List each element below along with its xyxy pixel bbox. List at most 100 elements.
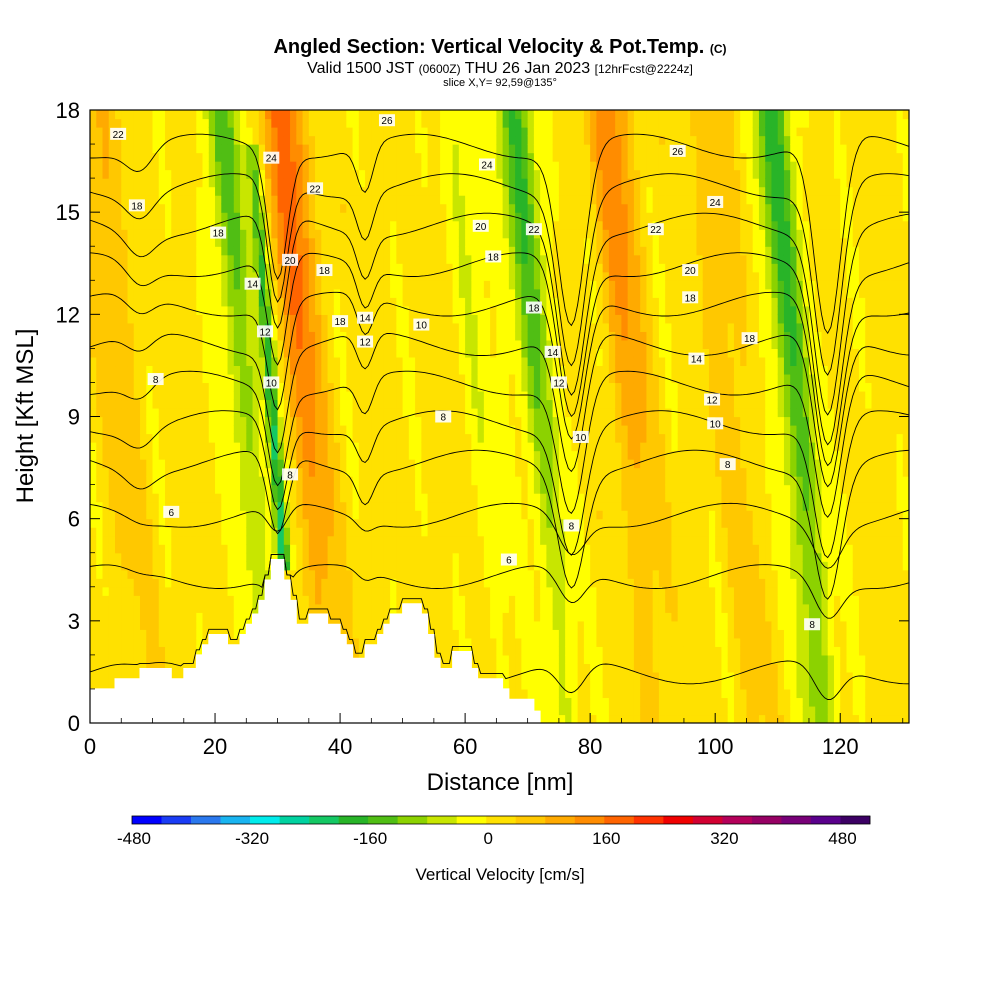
field-cell — [465, 442, 472, 452]
field-cell — [240, 203, 247, 213]
field-cell — [127, 118, 135, 128]
field-cell — [233, 237, 241, 247]
field-cell — [252, 450, 260, 460]
field-cell — [283, 425, 291, 435]
field-cell — [102, 382, 110, 392]
field-cell — [215, 161, 222, 171]
field-cell — [496, 484, 504, 494]
field-cell — [140, 399, 147, 409]
field-cell — [358, 612, 366, 622]
field-cell — [290, 407, 297, 418]
field-cell — [496, 339, 504, 349]
field-cell — [208, 612, 216, 622]
field-cell — [346, 280, 354, 290]
field-cell — [102, 305, 110, 315]
field-cell — [427, 569, 435, 579]
field-cell — [158, 646, 166, 656]
field-cell — [440, 263, 447, 273]
field-cell — [271, 484, 279, 494]
field-cell — [290, 246, 297, 256]
field-cell — [227, 569, 235, 579]
field-cell — [108, 535, 116, 545]
field-cell — [383, 407, 391, 418]
field-cell — [308, 527, 316, 537]
field-cell — [115, 629, 122, 639]
field-cell — [302, 407, 310, 418]
field-cell — [296, 314, 304, 324]
field-cell — [302, 280, 310, 290]
field-cell — [365, 305, 372, 315]
field-cell — [496, 373, 504, 384]
field-cell — [271, 467, 279, 477]
field-cell — [358, 220, 366, 230]
field-cell — [140, 493, 147, 503]
field-cell — [171, 365, 179, 375]
field-cell — [433, 569, 441, 579]
field-cell — [96, 535, 104, 545]
field-cell — [421, 518, 429, 528]
field-cell — [177, 203, 185, 213]
field-cell — [152, 161, 160, 171]
field-cell — [277, 195, 285, 205]
field-cell — [433, 442, 441, 452]
field-cell — [258, 212, 266, 222]
field-cell — [233, 476, 241, 486]
field-cell — [302, 365, 310, 375]
field-cell — [302, 416, 310, 426]
field-cell — [152, 254, 160, 264]
field-cell — [146, 595, 154, 605]
field-cell — [252, 331, 260, 341]
field-cell — [465, 518, 472, 528]
field-cell — [96, 220, 104, 230]
field-cell — [402, 425, 410, 435]
field-cell — [396, 152, 404, 162]
field-cell — [465, 254, 472, 264]
field-cell — [340, 425, 347, 435]
field-cell — [258, 169, 266, 179]
field-cell — [471, 246, 479, 256]
field-cell — [402, 212, 410, 222]
field-cell — [302, 356, 310, 367]
field-cell — [115, 365, 122, 375]
field-cell — [283, 263, 291, 273]
field-cell — [277, 169, 285, 179]
field-cell — [446, 382, 454, 392]
field-cell — [433, 399, 441, 409]
field-cell — [190, 399, 197, 409]
field-cell — [408, 356, 416, 367]
field-cell — [208, 425, 216, 435]
field-cell — [452, 297, 460, 307]
field-cell — [290, 195, 297, 205]
field-cell — [115, 246, 122, 256]
field-cell — [208, 586, 216, 596]
field-cell — [352, 586, 360, 596]
field-cell — [233, 433, 241, 443]
field-cell — [183, 467, 191, 477]
field-cell — [190, 365, 197, 375]
field-cell — [415, 254, 422, 264]
field-cell — [152, 271, 160, 281]
field-cell — [265, 425, 272, 435]
field-cell — [402, 365, 410, 375]
field-cell — [390, 544, 397, 554]
field-cell — [127, 152, 135, 162]
field-cell — [127, 263, 135, 273]
field-cell — [452, 118, 460, 128]
field-cell — [171, 459, 179, 469]
field-cell — [402, 373, 410, 384]
field-cell — [421, 152, 429, 162]
field-cell — [127, 586, 135, 596]
field-cell — [371, 288, 379, 298]
field-cell — [121, 407, 129, 418]
field-cell — [240, 569, 247, 579]
field-cell — [333, 518, 341, 528]
field-cell — [296, 178, 304, 188]
field-cell — [265, 467, 272, 477]
field-cell — [252, 484, 260, 494]
field-cell — [271, 356, 279, 367]
field-cell — [402, 561, 410, 571]
field-cell — [246, 365, 254, 375]
field-cell — [458, 612, 466, 622]
field-cell — [252, 433, 260, 443]
field-cell — [321, 305, 329, 315]
